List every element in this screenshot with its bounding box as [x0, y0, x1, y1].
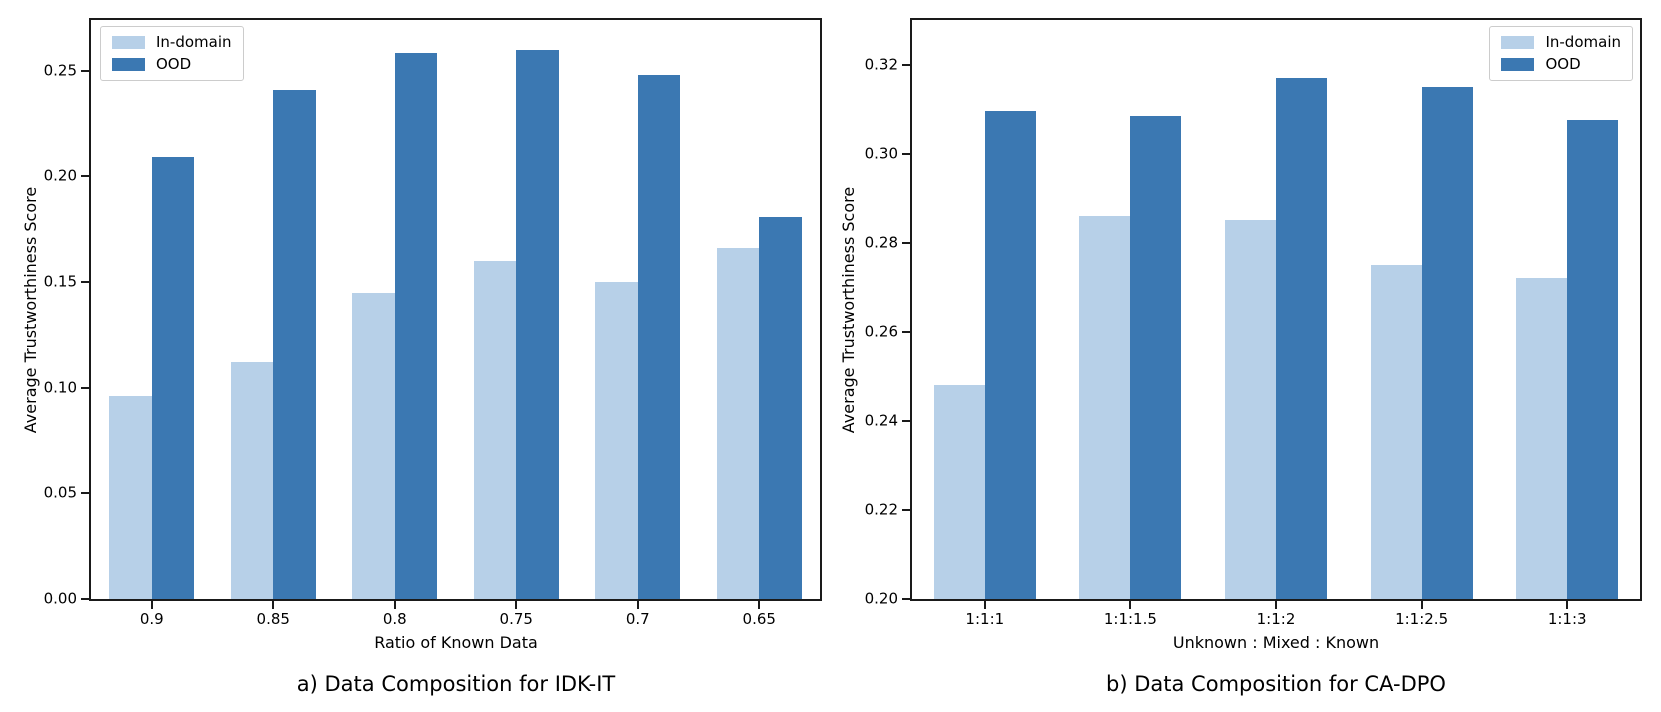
panel-a-x-axis-label: Ratio of Known Data	[374, 633, 538, 652]
y-tick-mark	[81, 386, 89, 389]
bar-ood-0.65	[759, 216, 802, 599]
x-tick-label: 0.75	[499, 610, 533, 628]
legend-swatch-icon	[1501, 58, 1535, 71]
y-tick-label: 0.10	[43, 378, 77, 397]
y-tick-label: 0.28	[864, 233, 898, 252]
legend-swatch-icon	[1501, 36, 1535, 49]
legend-item: In-domain	[1501, 35, 1621, 50]
y-tick-mark	[81, 69, 89, 72]
bar-in-domain-0.8	[352, 292, 395, 599]
y-tick-mark	[902, 63, 910, 66]
bar-in-domain-0.65	[716, 248, 760, 599]
legend-item: In-domain	[112, 35, 232, 50]
bar-ood-1-1-2.5	[1421, 86, 1473, 599]
x-tick-mark	[758, 601, 761, 609]
bar-ood-1-1-2	[1276, 77, 1327, 599]
bar-ood-1-1-1.5	[1130, 115, 1182, 599]
panel-b-axes: 0.20 0.22 0.24 0.26 0.28 0.30 0.32 1:1:1 1:1:1.5…	[865, 18, 1642, 627]
x-tick-mark	[150, 601, 153, 609]
y-tick-mark	[902, 419, 910, 422]
bar-in-domain-1-1-1.5	[1079, 215, 1131, 599]
y-tick-label: 0.20	[864, 589, 898, 608]
y-tick-mark	[902, 152, 910, 155]
y-tick-label: 0.25	[43, 61, 77, 80]
panel-a-y-axis-label: Average Trustworthiness Score	[21, 186, 40, 434]
y-tick-label: 0.30	[864, 144, 898, 163]
legend-label: OOD	[1545, 55, 1581, 73]
bar-ood-1-1-1	[984, 111, 1036, 599]
x-tick-mark	[1275, 601, 1277, 609]
bar-in-domain-0.75	[473, 260, 517, 599]
bar-in-domain-1-1-1	[933, 385, 985, 599]
x-tick-label: 0.9	[139, 610, 164, 628]
x-tick-label: 0.85	[256, 610, 290, 628]
legend-label: In-domain	[1545, 33, 1621, 51]
x-tick-label: 1:1:3	[1547, 610, 1587, 628]
panel-b-y-axis-label: Average Trustworthiness Score	[839, 186, 858, 434]
y-tick-mark	[902, 241, 910, 244]
y-tick-label: 0.15	[43, 272, 77, 291]
x-tick-label: 1:1:1.5	[1103, 610, 1157, 628]
legend-item: OOD	[112, 57, 232, 72]
bar-in-domain-0.9	[109, 396, 152, 599]
y-tick-mark	[81, 492, 89, 495]
bar-in-domain-1-1-2	[1225, 220, 1276, 599]
bar-in-domain-0.7	[595, 282, 638, 599]
legend-swatch-icon	[112, 36, 145, 49]
panel-a-axes: 0.00 0.05 0.10 0.15 0.20 0.25 0.9 0.85 0.8 0.75 0.…	[44, 18, 822, 627]
y-tick-label: 0.32	[864, 55, 898, 74]
legend-item: OOD	[1501, 57, 1621, 72]
y-tick-mark	[902, 508, 910, 511]
x-tick-label: 0.65	[742, 610, 776, 628]
y-tick-mark	[902, 598, 910, 600]
y-tick-mark	[81, 281, 89, 284]
bar-ood-1-1-3	[1567, 120, 1619, 599]
bar-ood-0.9	[151, 157, 195, 599]
bar-ood-0.75	[516, 49, 559, 599]
x-tick-label: 1:1:2.5	[1395, 610, 1449, 628]
bar-in-domain-0.85	[230, 362, 274, 599]
panel-b-caption: b) Data Composition for CA-DPO	[1106, 672, 1446, 696]
panel-b-x-axis-label: Unknown : Mixed : Known	[1172, 633, 1380, 652]
legend-swatch-icon	[112, 58, 145, 71]
bar-ood-0.8	[394, 52, 438, 599]
bar-ood-0.85	[273, 89, 316, 599]
x-tick-mark	[393, 601, 396, 609]
x-tick-mark	[272, 601, 275, 609]
x-tick-label: 1:1:1	[965, 610, 1005, 628]
legend: In-domain OOD	[1489, 26, 1633, 81]
x-tick-mark	[1566, 601, 1569, 609]
y-tick-label: 0.05	[43, 483, 77, 502]
bar-ood-0.7	[637, 74, 681, 599]
y-tick-label: 0.20	[43, 166, 77, 185]
x-tick-mark	[983, 601, 986, 609]
bar-in-domain-1-1-2.5	[1370, 264, 1422, 599]
y-tick-label: 0.26	[864, 322, 898, 341]
legend-label: OOD	[156, 55, 192, 73]
y-tick-label: 0.00	[43, 589, 77, 608]
panel-a-caption: a) Data Composition for IDK-IT	[296, 672, 616, 696]
legend: In-domain OOD	[100, 26, 244, 81]
bar-in-domain-1-1-3	[1516, 278, 1568, 599]
x-tick-mark	[636, 601, 639, 609]
x-tick-mark	[1129, 601, 1132, 609]
y-tick-mark	[81, 598, 89, 600]
x-tick-label: 1:1:2	[1256, 610, 1296, 628]
x-tick-label: 0.7	[625, 610, 650, 628]
x-tick-mark	[1420, 601, 1423, 609]
y-tick-label: 0.24	[864, 411, 898, 430]
y-tick-label: 0.22	[864, 500, 898, 519]
legend-label: In-domain	[156, 33, 232, 51]
y-tick-mark	[902, 330, 910, 333]
x-tick-label: 0.8	[382, 610, 407, 628]
x-tick-mark	[515, 601, 518, 609]
y-tick-mark	[81, 175, 89, 178]
